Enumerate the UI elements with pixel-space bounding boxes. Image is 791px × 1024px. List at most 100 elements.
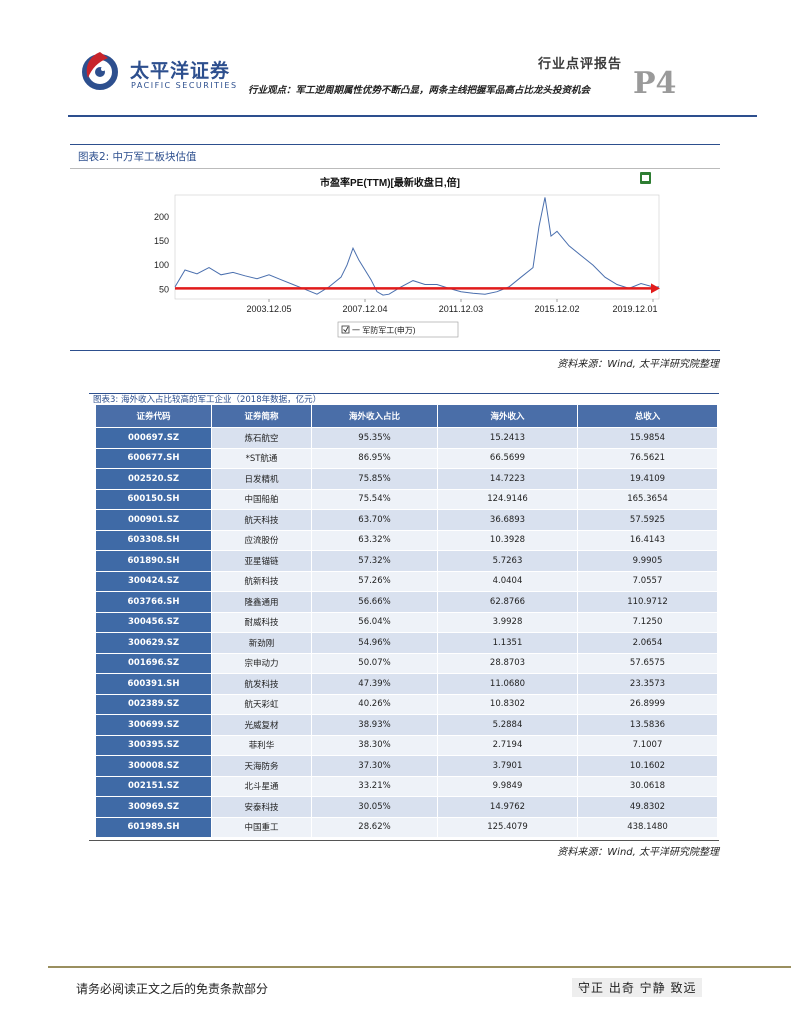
trend-arrow [175,283,660,294]
cell-overseas-revenue: 4.0404 [437,570,578,592]
cell-overseas-revenue: 28.8703 [437,652,578,674]
x-tick-label: 2011.12.03 [439,304,483,314]
cell-overseas-revenue: 5.2884 [437,714,578,736]
cell-security-name: 日发精机 [211,468,312,490]
cell-security-name: 安泰科技 [211,796,312,818]
figure3-title: 图表3: 海外收入占比较高的军工企业（2018年数据，亿元） [93,395,322,405]
cell-security-code: 600677.SH [95,447,212,469]
footer-divider [48,966,791,968]
cell-security-name: 航天彩虹 [211,693,312,715]
cell-security-name: 天海防务 [211,755,312,777]
table-row: 601989.SH 中国重工 28.62% 125.4079 438.1480 [95,816,718,838]
cell-overseas-ratio: 95.35% [311,427,438,449]
cell-overseas-revenue: 66.5699 [437,447,578,469]
cell-overseas-ratio: 63.70% [311,509,438,531]
table-row: 300456.SZ 耐威科技 56.04% 3.9928 7.1250 [95,611,718,633]
cell-total-revenue: 19.4109 [577,468,718,490]
cell-security-code: 300395.SZ [95,734,212,756]
cell-security-name: 中国重工 [211,816,312,838]
table-row: 300699.SZ 光威复材 38.93% 5.2884 13.5836 [95,714,718,736]
cell-total-revenue: 26.8999 [577,693,718,715]
excel-icon[interactable] [640,172,651,184]
cell-total-revenue: 7.0557 [577,570,718,592]
figure2-title-rule [70,168,720,169]
cell-overseas-ratio: 63.32% [311,529,438,551]
cell-total-revenue: 57.5925 [577,509,718,531]
x-tick-label: 2007.12.04 [342,304,387,314]
figure2-title: 图表2: 中万军工板块估值 [78,151,197,163]
cell-security-code: 002520.SZ [95,468,212,490]
cell-security-code: 300456.SZ [95,611,212,633]
cell-overseas-revenue: 2.7194 [437,734,578,756]
cell-overseas-revenue: 124.9146 [437,488,578,510]
report-type: 行业点评报告 [538,57,623,72]
cell-security-name: 航天科技 [211,509,312,531]
cell-security-name: 隆鑫通用 [211,591,312,613]
chart-legend: 一 军防军工(申万) [337,321,459,338]
x-tick-label: 2019.12.01 [612,304,657,314]
cell-security-code: 600150.SH [95,488,212,510]
cell-security-code: 000697.SZ [95,427,212,449]
figure3-top-rule [89,393,719,394]
table-row: 300424.SZ 航新科技 57.26% 4.0404 7.0557 [95,570,718,592]
figure3-bottom-rule [89,840,719,841]
industry-viewpoint: 行业观点：军工逆周期属性优势不断凸显，两条主线把握军品高占比龙头投资机会 [248,85,591,96]
cell-total-revenue: 110.9712 [577,591,718,613]
x-tick-label: 2015.12.02 [534,304,579,314]
cell-overseas-revenue: 62.8766 [437,591,578,613]
cell-security-code: 000901.SZ [95,509,212,531]
cell-overseas-ratio: 37.30% [311,755,438,777]
table-row: 600677.SH *ST航通 86.95% 66.5699 76.5621 [95,447,718,469]
legend-label: 一 军防军工(申万) [352,325,416,335]
cell-total-revenue: 165.3654 [577,488,718,510]
cell-overseas-revenue: 36.6893 [437,509,578,531]
cell-security-code: 002151.SZ [95,775,212,797]
table-row: 603766.SH 隆鑫通用 56.66% 62.8766 110.9712 [95,591,718,613]
cell-total-revenue: 9.9905 [577,550,718,572]
cell-overseas-ratio: 57.26% [311,570,438,592]
table-row: 601890.SH 亚星锚链 57.32% 5.7263 9.9905 [95,550,718,572]
table-row: 000697.SZ 炼石航空 95.35% 15.2413 15.9854 [95,427,718,449]
figure2-source: 资料来源：Wind, 太平洋研究院整理 [557,359,719,370]
x-tick-label: 2003.12.05 [246,304,291,314]
cell-overseas-ratio: 56.66% [311,591,438,613]
chart-title: 市盈率PE(TTM)[最新收盘日,倍] [320,176,460,189]
cell-overseas-ratio: 86.95% [311,447,438,469]
table-row: 001696.SZ 宗申动力 50.07% 28.8703 57.6575 [95,652,718,674]
header-overseas-ratio: 海外收入占比 [311,404,438,428]
cell-total-revenue: 15.9854 [577,427,718,449]
cell-security-name: 中国船舶 [211,488,312,510]
cell-overseas-ratio: 40.26% [311,693,438,715]
cell-total-revenue: 57.6575 [577,652,718,674]
cell-overseas-ratio: 38.93% [311,714,438,736]
brand-name-en: PACIFIC SECURITIES [131,81,238,90]
cell-total-revenue: 10.1602 [577,755,718,777]
cell-overseas-ratio: 57.32% [311,550,438,572]
table-row: 300008.SZ 天海防务 37.30% 3.7901 10.1602 [95,755,718,777]
cell-overseas-ratio: 38.30% [311,734,438,756]
cell-total-revenue: 7.1007 [577,734,718,756]
cell-overseas-revenue: 3.9928 [437,611,578,633]
cell-total-revenue: 7.1250 [577,611,718,633]
cell-security-code: 601989.SH [95,816,212,838]
cell-overseas-ratio: 28.62% [311,816,438,838]
figure2-bottom-rule [70,350,720,351]
cell-overseas-ratio: 30.05% [311,796,438,818]
page-number: P4 [633,66,677,101]
cell-overseas-revenue: 14.9762 [437,796,578,818]
cell-security-code: 603766.SH [95,591,212,613]
cell-overseas-revenue: 1.1351 [437,632,578,654]
cell-security-code: 300629.SZ [95,632,212,654]
header-divider [68,115,757,117]
cell-security-name: 新劲刚 [211,632,312,654]
cell-overseas-revenue: 11.0680 [437,673,578,695]
figure2-top-rule [70,144,720,145]
cell-security-name: 航新科技 [211,570,312,592]
table-row: 600391.SH 航发科技 47.39% 11.0680 23.3573 [95,673,718,695]
cell-overseas-revenue: 125.4079 [437,816,578,838]
cell-security-code: 300699.SZ [95,714,212,736]
logo-icon [82,52,118,90]
cell-total-revenue: 23.3573 [577,673,718,695]
disclaimer-text: 请务必阅读正文之后的免责条款部分 [76,982,269,996]
y-tick-label: 200 [154,212,169,222]
